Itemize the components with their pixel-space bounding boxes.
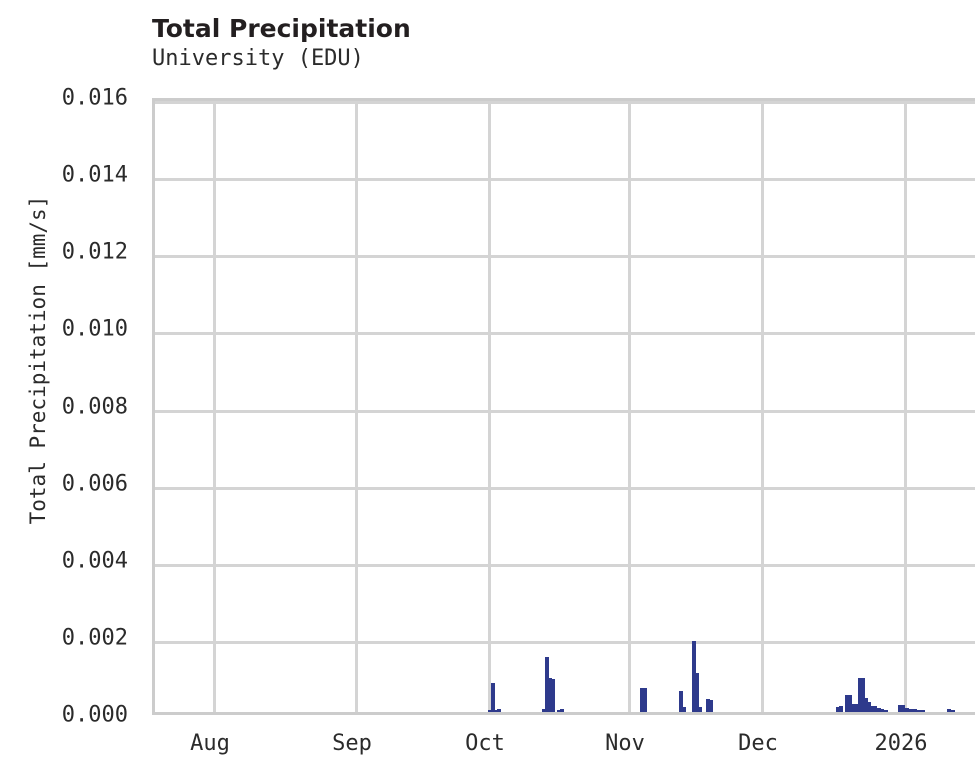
- bar: [951, 709, 955, 712]
- chart-subtitle: University (EDU): [152, 46, 364, 71]
- bar: [898, 704, 902, 712]
- x-axis-tick-label: Oct: [465, 731, 505, 756]
- vertical-gridline: [904, 101, 907, 712]
- bar: [917, 709, 921, 712]
- bar: [548, 677, 552, 712]
- bar: [905, 708, 909, 712]
- x-axis-tick-label: Nov: [605, 731, 645, 756]
- x-axis-tick-label: Sep: [332, 731, 372, 756]
- y-axis-tick-label: 0.016: [61, 85, 128, 111]
- bar: [864, 698, 868, 712]
- x-axis-tick-label: Dec: [738, 731, 778, 756]
- bar: [947, 709, 951, 712]
- bar: [557, 709, 561, 712]
- bar: [921, 710, 925, 712]
- horizontal-gridline: [155, 409, 975, 413]
- bar: [839, 705, 843, 712]
- y-axis-tick-label: 0.006: [61, 471, 128, 497]
- bar: [851, 703, 855, 712]
- horizontal-gridline: [155, 101, 975, 104]
- title-block: Total Precipitation University (EDU): [152, 14, 852, 73]
- bar: [679, 690, 683, 712]
- bar: [494, 709, 498, 712]
- x-axis-tick-labels: Aug Sep Oct Nov Dec 2026: [0, 731, 980, 771]
- plot-area: [152, 98, 975, 715]
- y-axis-tick-labels: 0.000 0.002 0.004 0.006 0.008 0.010 0.012 0.014…: [0, 0, 145, 780]
- bar: [901, 705, 905, 712]
- bar: [706, 699, 710, 712]
- horizontal-gridline: [155, 640, 975, 644]
- plot-inner: [155, 101, 975, 712]
- y-axis-tick-label: 0.012: [61, 239, 128, 265]
- bar: [682, 706, 686, 712]
- vertical-gridline: [488, 101, 491, 712]
- bar: [542, 708, 546, 712]
- vertical-gridline: [213, 101, 216, 712]
- bar: [880, 708, 884, 712]
- bar: [695, 672, 699, 712]
- bar: [698, 707, 702, 712]
- bar: [545, 656, 549, 712]
- x-axis-tick-label: 2026: [874, 731, 928, 756]
- page-title: Total Precipitation: [152, 14, 411, 43]
- y-axis-tick-label: 0.004: [61, 548, 128, 574]
- bar: [836, 706, 840, 712]
- horizontal-gridline: [155, 178, 975, 182]
- y-axis-tick-label: 0.000: [61, 702, 128, 728]
- bar: [845, 695, 849, 712]
- bar: [560, 708, 564, 712]
- bar: [870, 705, 874, 712]
- bar: [491, 683, 495, 712]
- vertical-gridline: [355, 101, 358, 712]
- y-axis-tick-label: 0.010: [61, 316, 128, 342]
- horizontal-gridline: [155, 563, 975, 567]
- bar: [709, 700, 713, 712]
- bar: [640, 687, 644, 712]
- bar: [497, 708, 501, 712]
- bar: [692, 641, 696, 712]
- bar: [858, 677, 862, 712]
- bar: [861, 678, 865, 712]
- vertical-gridline: [761, 101, 764, 712]
- horizontal-gridline: [155, 255, 975, 259]
- bar: [873, 706, 877, 712]
- bar: [643, 688, 647, 712]
- y-axis-tick-label: 0.014: [61, 162, 128, 188]
- vertical-gridline: [628, 101, 631, 712]
- y-axis-tick-label: 0.008: [61, 394, 128, 419]
- bar: [877, 708, 881, 712]
- bar: [913, 709, 917, 712]
- y-axis-label: Total Precipitation [mm/s]: [26, 195, 50, 525]
- bar: [854, 703, 858, 712]
- bar: [909, 708, 913, 712]
- y-axis-tick-label: 0.002: [61, 625, 128, 651]
- horizontal-gridline: [155, 332, 975, 336]
- bar: [884, 709, 888, 712]
- horizontal-gridline: [155, 486, 975, 490]
- x-axis-tick-label: Aug: [190, 731, 230, 756]
- bar: [848, 695, 852, 712]
- bar-series: [155, 101, 975, 712]
- bar: [867, 701, 871, 712]
- bar: [488, 710, 492, 712]
- bar: [551, 679, 555, 712]
